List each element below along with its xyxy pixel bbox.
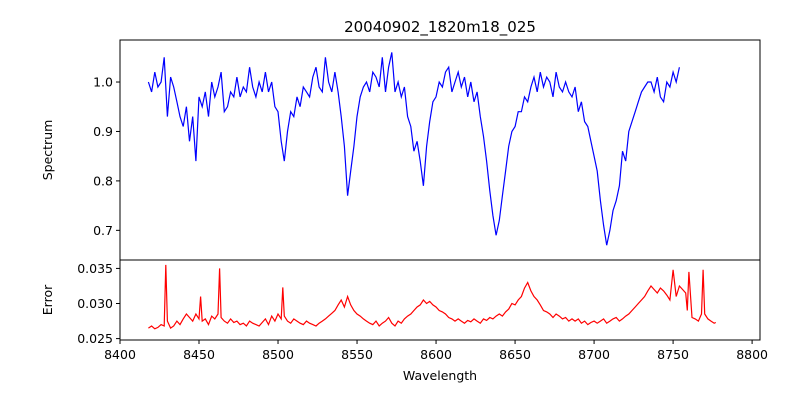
- chart-title: 20040902_1820m18_025: [344, 18, 536, 37]
- x-tick-label: 8700: [578, 347, 610, 362]
- x-tick-label: 8750: [657, 347, 689, 362]
- error-y-tick-label: 0.025: [77, 331, 113, 346]
- spectrum-y-ticks: 0.7 0.8 0.9 1.0: [93, 75, 120, 238]
- error-series-line: [148, 264, 717, 330]
- error-plot-frame: [119, 259, 761, 341]
- spectrum-y-tick-label: 0.9: [93, 124, 113, 139]
- spectrum-y-tick-label: 1.0: [93, 75, 113, 90]
- x-tick-label: 8450: [183, 347, 215, 362]
- x-tick-label: 8500: [262, 347, 294, 362]
- error-y-tick-label: 0.035: [77, 261, 113, 276]
- x-tick-label: 8400: [104, 347, 136, 362]
- spectrum-panel: 0.7 0.8 0.9 1.0 Spectrum: [40, 39, 761, 261]
- x-tick-label: 8650: [499, 347, 531, 362]
- spectrum-plot-frame: [119, 39, 761, 261]
- x-axis-label: Wavelength: [403, 368, 477, 383]
- x-tick-label: 8550: [341, 347, 373, 362]
- spectrum-y-tick-label: 0.7: [93, 223, 113, 238]
- error-y-ticks: 0.025 0.030 0.035: [77, 261, 120, 346]
- x-tick-label: 8600: [420, 347, 452, 362]
- error-panel: 0.025 0.030 0.035 Error: [40, 259, 761, 346]
- error-y-axis-label: Error: [40, 284, 55, 315]
- error-y-tick-label: 0.030: [77, 296, 113, 311]
- x-tick-label: 8800: [736, 347, 768, 362]
- spectrum-y-tick-label: 0.8: [93, 173, 113, 188]
- spectrum-y-axis-label: Spectrum: [40, 120, 55, 181]
- x-axis-ticks: 8400 8450 8500 8550 8600 8650 8700 8750 8800: [104, 340, 768, 362]
- spectrum-series-line: [147, 52, 680, 246]
